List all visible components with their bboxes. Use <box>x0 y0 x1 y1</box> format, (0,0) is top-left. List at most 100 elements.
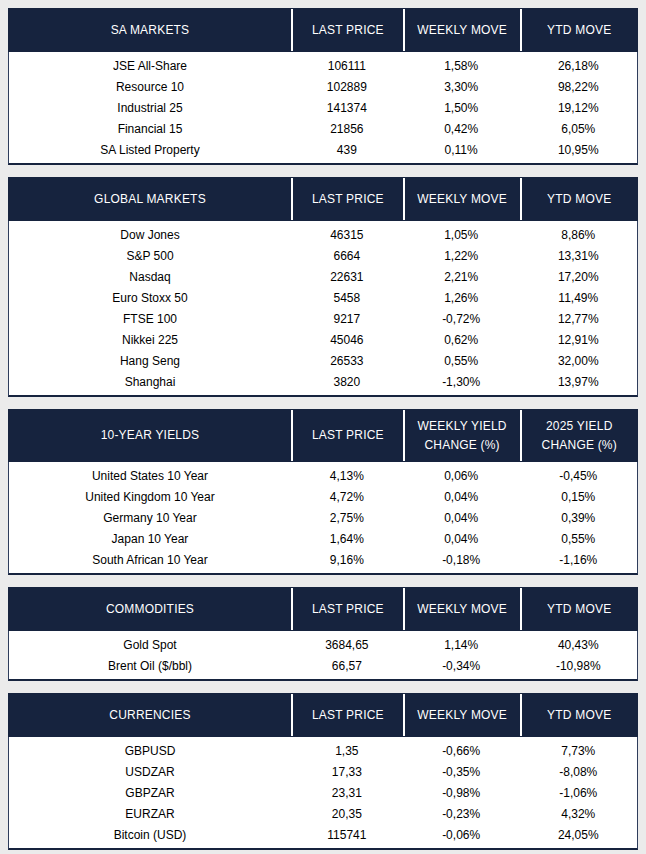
column-header: WEEKLY YIELDCHANGE (%) <box>403 410 520 461</box>
row-value: -0,45% <box>520 469 637 483</box>
row-label: Gold Spot <box>9 638 291 652</box>
row-value: 2,75% <box>291 511 403 525</box>
row-value: 1,35 <box>291 744 403 758</box>
row-value: 0,04% <box>403 532 520 546</box>
row-value: 13,31% <box>520 249 637 263</box>
column-header: WEEKLY MOVE <box>403 178 520 220</box>
table-row: Industrial 251413741,50%19,12% <box>9 97 637 118</box>
row-value: 7,73% <box>520 744 637 758</box>
row-value: 0,04% <box>403 511 520 525</box>
column-header-line: WEEKLY MOVE <box>417 600 507 619</box>
table-header-currencies: CURRENCIESLAST PRICEWEEKLY MOVEYTD MOVE <box>8 693 638 737</box>
row-value: 19,12% <box>520 101 637 115</box>
table-body-global-markets: Dow Jones463151,05%8,86%S&P 50066641,22%… <box>8 221 638 397</box>
row-value: 32,00% <box>520 354 637 368</box>
table-title: SA MARKETS <box>9 9 291 51</box>
table-body-currencies: GBPUSD1,35-0,66%7,73%USDZAR17,33-0,35%-8… <box>8 737 638 850</box>
table-title: CURRENCIES <box>9 694 291 736</box>
row-value: 1,26% <box>403 291 520 305</box>
column-header: YTD MOVE <box>520 178 637 220</box>
table-ten-year-yields: 10-YEAR YIELDSLAST PRICEWEEKLY YIELDCHAN… <box>8 409 638 575</box>
market-report-page: SA MARKETSLAST PRICEWEEKLY MOVEYTD MOVEJ… <box>0 0 646 854</box>
row-value: 26,18% <box>520 59 637 73</box>
row-value: -0,06% <box>403 828 520 842</box>
row-label: Financial 15 <box>9 122 291 136</box>
row-value: 12,77% <box>520 312 637 326</box>
table-row: FTSE 1009217-0,72%12,77% <box>9 308 637 329</box>
table-row: Japan 10 Year1,64%0,04%0,55% <box>9 528 637 549</box>
row-value: 141374 <box>291 101 403 115</box>
table-row: SA Listed Property4390,11%10,95% <box>9 139 637 160</box>
row-label: Nasdaq <box>9 270 291 284</box>
row-value: -0,72% <box>403 312 520 326</box>
table-title: COMMODITIES <box>9 588 291 630</box>
table-sa-markets: SA MARKETSLAST PRICE WEEKLY MOVE YTD MOVE J… <box>8 8 638 165</box>
table-row: Germany 10 Year2,75%0,04%0,39% <box>9 507 637 528</box>
row-value: 22631 <box>291 270 403 284</box>
row-label: Japan 10 Year <box>9 532 291 546</box>
table-currencies: CURRENCIESLAST PRICEWEEKLY MOVEYTD MOVE G… <box>8 693 638 850</box>
row-value: -0,34% <box>403 659 520 673</box>
row-value: 115741 <box>291 828 403 842</box>
table-title: 10-YEAR YIELDS <box>9 410 291 461</box>
row-value: 46315 <box>291 228 403 242</box>
row-value: 11,49% <box>520 291 637 305</box>
row-value: 1,50% <box>403 101 520 115</box>
row-label: Germany 10 Year <box>9 511 291 525</box>
table-row: United States 10 Year4,13%0,06%-0,45% <box>9 465 637 486</box>
table-global-markets: GLOBAL MARKETS LAST PRICE WEEKLY MOVEYTD M… <box>8 177 638 397</box>
column-header-line: YTD MOVE <box>547 600 611 619</box>
column-header-line: LAST PRICE <box>312 190 384 209</box>
row-value: 1,22% <box>403 249 520 263</box>
table-header-ten-year-yields: 10-YEAR YIELDSLAST PRICEWEEKLY YIELDCHAN… <box>8 409 638 462</box>
column-header: WEEKLY MOVE <box>403 9 520 51</box>
row-value: 6664 <box>291 249 403 263</box>
row-label: S&P 500 <box>9 249 291 263</box>
column-header: 2025 YIELDCHANGE (%) <box>520 410 637 461</box>
row-value: -0,35% <box>403 765 520 779</box>
column-header-line: CHANGE (%) <box>542 436 617 455</box>
row-value: 0,06% <box>403 469 520 483</box>
table-row: Financial 15218560,42%6,05% <box>9 118 637 139</box>
column-header-line: WEEKLY MOVE <box>417 21 507 40</box>
table-row: JSE All-Share1061111,58%26,18% <box>9 55 637 76</box>
row-value: 9217 <box>291 312 403 326</box>
column-header: YTD MOVE <box>520 588 637 630</box>
row-value: 20,35 <box>291 807 403 821</box>
row-value: 23,31 <box>291 786 403 800</box>
row-value: -1,30% <box>403 375 520 389</box>
column-header-line: YTD MOVE <box>547 21 611 40</box>
table-body-sa-markets: JSE All-Share1061111,58%26,18%Resource 1… <box>8 52 638 165</box>
table-row: USDZAR17,33-0,35%-8,08% <box>9 761 637 782</box>
table-row: Resource 101028893,30%98,22% <box>9 76 637 97</box>
table-row: Euro Stoxx 5054581,26%11,49% <box>9 287 637 308</box>
table-row: United Kingdom 10 Year4,72%0,04%0,15% <box>9 486 637 507</box>
row-value: 9,16% <box>291 553 403 567</box>
row-label: GBPUSD <box>9 744 291 758</box>
column-header: LAST PRICE <box>291 588 403 630</box>
table-commodities: COMMODITIESLAST PRICE WEEKLY MOVE YTD MOVE… <box>8 587 638 681</box>
column-header: LAST PRICE <box>291 178 403 220</box>
column-header: YTD MOVE <box>520 9 637 51</box>
row-label: USDZAR <box>9 765 291 779</box>
row-label: United Kingdom 10 Year <box>9 490 291 504</box>
row-value: 0,11% <box>403 143 520 157</box>
row-label: JSE All-Share <box>9 59 291 73</box>
market-tables: SA MARKETSLAST PRICEWEEKLY MOVEYTD MOVEJ… <box>8 8 638 850</box>
row-label: Hang Seng <box>9 354 291 368</box>
table-body-ten-year-yields: United States 10 Year4,13%0,06%-0,45%Uni… <box>8 462 638 575</box>
row-value: 24,05% <box>520 828 637 842</box>
column-header: LAST PRICE <box>291 9 403 51</box>
table-title: GLOBAL MARKETS <box>9 178 291 220</box>
row-value: 4,32% <box>520 807 637 821</box>
row-label: Dow Jones <box>9 228 291 242</box>
row-value: 40,43% <box>520 638 637 652</box>
row-value: 45046 <box>291 333 403 347</box>
row-value: 0,39% <box>520 511 637 525</box>
column-header-line: YTD MOVE <box>547 706 611 725</box>
row-value: -8,08% <box>520 765 637 779</box>
table-header-global-markets: GLOBAL MARKETS LAST PRICE WEEKLY MOVEYTD M… <box>8 177 638 221</box>
column-header: LAST PRICE <box>291 410 403 461</box>
table-row: South African 10 Year9,16%-0,18%-1,16% <box>9 549 637 570</box>
row-value: -0,98% <box>403 786 520 800</box>
